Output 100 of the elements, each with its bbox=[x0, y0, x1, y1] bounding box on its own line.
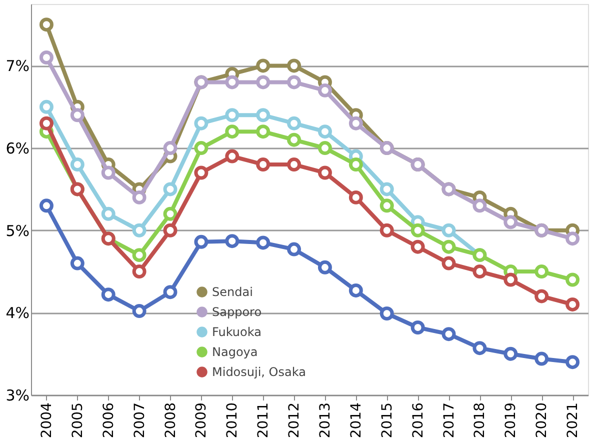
point bbox=[194, 166, 208, 180]
point bbox=[504, 346, 518, 361]
point bbox=[256, 75, 270, 90]
point bbox=[504, 272, 518, 287]
point bbox=[442, 256, 456, 270]
point bbox=[101, 166, 116, 180]
point bbox=[380, 223, 394, 238]
point bbox=[566, 297, 580, 312]
point bbox=[566, 272, 580, 287]
point bbox=[348, 158, 363, 172]
x-tick-label: 2013 bbox=[317, 402, 334, 438]
legend-label: Sapporo bbox=[212, 305, 262, 319]
point bbox=[163, 285, 178, 300]
point bbox=[70, 256, 84, 270]
x-tick-label: 2015 bbox=[379, 402, 396, 438]
x-tick-label: 2009 bbox=[194, 402, 210, 438]
point bbox=[534, 264, 549, 279]
legend-label: Fukuoka bbox=[212, 325, 262, 339]
point bbox=[472, 341, 487, 356]
point bbox=[132, 223, 146, 238]
y-tick-label: 3% bbox=[6, 386, 30, 404]
point bbox=[380, 198, 394, 213]
point bbox=[163, 223, 178, 238]
point bbox=[348, 116, 363, 130]
point bbox=[132, 248, 146, 262]
point bbox=[287, 116, 302, 130]
legend-label: Midosuji, Osaka bbox=[212, 365, 306, 379]
point bbox=[256, 108, 270, 122]
x-tick-label: 2019 bbox=[503, 402, 520, 438]
point bbox=[287, 158, 302, 172]
x-tick-label: 2017 bbox=[441, 402, 458, 438]
x-tick-label: 2007 bbox=[132, 402, 148, 438]
point bbox=[534, 289, 549, 304]
point bbox=[225, 108, 240, 122]
point bbox=[225, 124, 240, 139]
point bbox=[256, 58, 270, 73]
x-tick-label: 2005 bbox=[70, 402, 86, 438]
legend-label: Sendai bbox=[212, 285, 253, 299]
point bbox=[194, 141, 208, 156]
point bbox=[348, 283, 363, 298]
point bbox=[39, 18, 54, 32]
point bbox=[318, 141, 332, 156]
point bbox=[534, 352, 549, 366]
x-tick-label: 2008 bbox=[162, 402, 179, 438]
point bbox=[410, 223, 425, 238]
x-tick-label: 2011 bbox=[256, 402, 272, 438]
point bbox=[318, 260, 332, 274]
point bbox=[504, 215, 518, 230]
point bbox=[287, 132, 302, 147]
point bbox=[348, 190, 363, 204]
point bbox=[163, 182, 178, 196]
y-tick-label: 7% bbox=[6, 57, 30, 76]
y-tick-label: 4% bbox=[6, 304, 30, 322]
point bbox=[442, 223, 456, 238]
point bbox=[472, 264, 487, 279]
x-tick-label: 2010 bbox=[224, 402, 241, 438]
point bbox=[256, 236, 270, 250]
point bbox=[163, 141, 178, 156]
point bbox=[566, 355, 580, 370]
x-tick-label: 2020 bbox=[534, 402, 550, 438]
point bbox=[70, 108, 84, 122]
point bbox=[225, 234, 240, 248]
point bbox=[225, 75, 240, 90]
legend-label: Nagoya bbox=[212, 345, 258, 359]
x-tick-label: 2012 bbox=[286, 402, 303, 438]
point bbox=[39, 116, 54, 130]
point bbox=[442, 327, 456, 342]
point bbox=[132, 264, 146, 279]
point bbox=[194, 116, 208, 130]
point bbox=[70, 158, 84, 172]
point bbox=[380, 182, 394, 196]
x-tick-label: 2018 bbox=[472, 402, 488, 438]
point bbox=[287, 242, 302, 256]
point bbox=[256, 124, 270, 139]
point bbox=[410, 320, 425, 334]
point bbox=[101, 288, 116, 302]
x-tick-label: 2016 bbox=[410, 402, 426, 438]
point bbox=[318, 166, 332, 180]
x-tick-label: 2006 bbox=[100, 402, 117, 438]
x-tick-label: 2004 bbox=[38, 402, 55, 438]
point bbox=[287, 75, 302, 90]
point bbox=[287, 58, 302, 73]
y-tick-label: 6% bbox=[6, 140, 30, 158]
point bbox=[132, 190, 146, 204]
point bbox=[132, 304, 146, 318]
y-tick-label: 5% bbox=[6, 222, 30, 240]
point bbox=[472, 198, 487, 213]
point bbox=[410, 240, 425, 254]
point bbox=[566, 232, 580, 246]
point bbox=[380, 306, 394, 320]
point bbox=[39, 50, 54, 64]
point bbox=[318, 83, 332, 98]
point bbox=[39, 198, 54, 213]
point bbox=[39, 100, 54, 114]
x-tick-label: 2021 bbox=[565, 402, 582, 438]
point bbox=[225, 149, 240, 164]
point bbox=[442, 240, 456, 254]
point bbox=[101, 206, 116, 221]
point bbox=[318, 124, 332, 139]
point bbox=[256, 158, 270, 172]
